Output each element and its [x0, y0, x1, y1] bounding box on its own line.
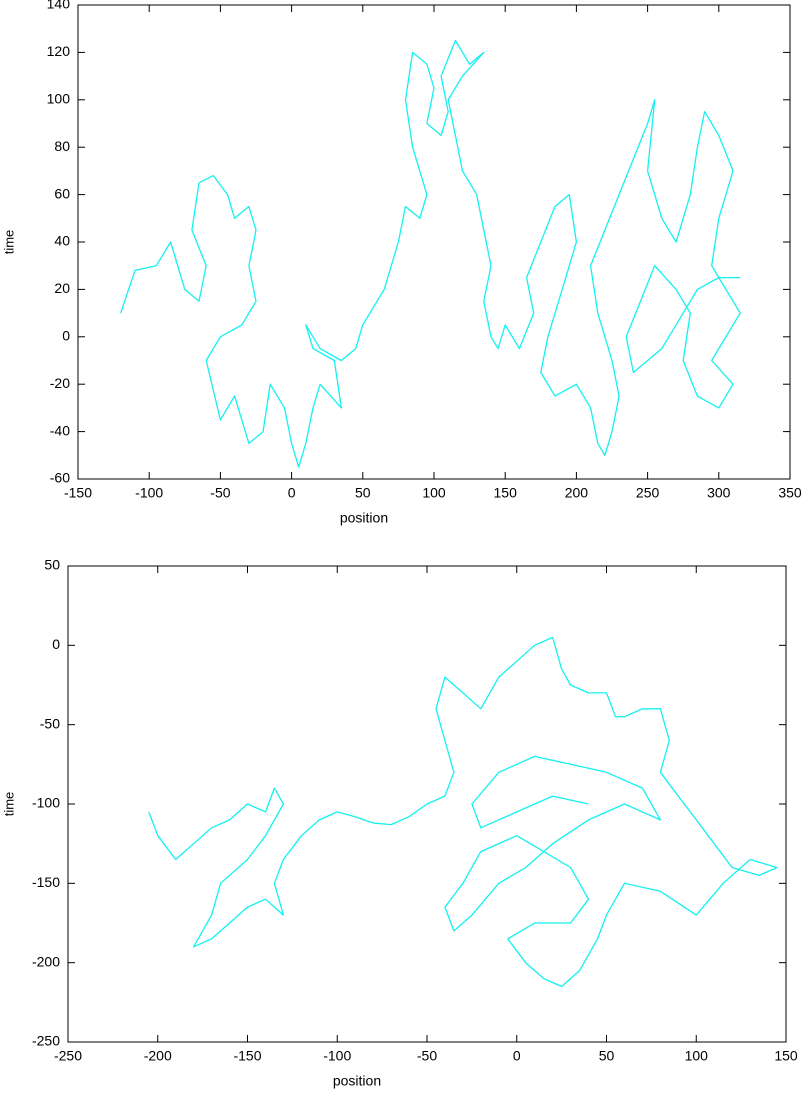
x-tick-label: 150: [774, 1048, 798, 1064]
y-tick-label: 80: [54, 138, 70, 154]
x-tick-label: 300: [707, 485, 731, 501]
x-tick-label: 100: [685, 1048, 709, 1064]
x-tick-label: 150: [494, 485, 518, 501]
x-tick-label: -150: [64, 485, 92, 501]
x-tick-label: -100: [135, 485, 163, 501]
x-tick-label: 0: [513, 1048, 521, 1064]
x-tick-label: 250: [636, 485, 660, 501]
x-tick-label: -250: [54, 1048, 82, 1064]
x-tick-label: 0: [288, 485, 296, 501]
y-tick-label: -200: [32, 953, 60, 969]
x-tick-label: -150: [233, 1048, 261, 1064]
y-tick-label: 60: [54, 185, 70, 201]
x-tick-label: 350: [778, 485, 802, 501]
y-tick-label: -20: [50, 375, 70, 391]
data-line: [120, 39, 741, 468]
x-tick-label: 50: [355, 485, 371, 501]
y-tick-label: 50: [44, 557, 60, 573]
y-tick-label: -100: [32, 795, 60, 811]
x-tick-label: 200: [565, 485, 589, 501]
y-tick-label: 100: [47, 91, 71, 107]
x-tick-label: -100: [323, 1048, 351, 1064]
y-tick-label: 0: [62, 328, 70, 344]
x-tick-label: 100: [422, 485, 446, 501]
x-tick-label: -50: [417, 1048, 437, 1064]
y-tick-label: -250: [32, 1033, 60, 1049]
y-tick-label: -40: [50, 422, 70, 438]
y-axis-label: time: [1, 792, 16, 817]
data-line: [148, 636, 778, 988]
plot-frame: [77, 4, 791, 480]
x-tick-label: 50: [599, 1048, 615, 1064]
y-tick-label: -150: [32, 874, 60, 890]
y-tick-label: -60: [50, 470, 70, 486]
y-tick-label: 120: [47, 43, 71, 59]
y-tick-label: 40: [54, 233, 70, 249]
y-tick-label: -50: [40, 715, 60, 731]
y-tick-label: 20: [54, 280, 70, 296]
y-tick-label: 140: [47, 0, 71, 12]
x-tick-label: -200: [144, 1048, 172, 1064]
y-axis-label: time: [1, 230, 16, 255]
x-axis-label: position: [340, 510, 388, 526]
y-tick-label: 0: [52, 636, 60, 652]
x-tick-label: -50: [210, 485, 230, 501]
x-axis-label: position: [333, 1073, 381, 1089]
